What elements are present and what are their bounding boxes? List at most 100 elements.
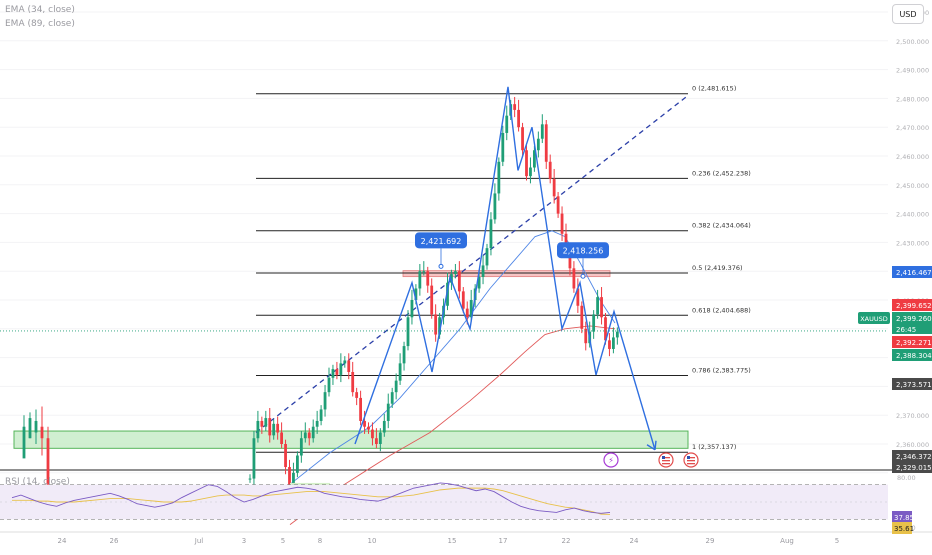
flag-stripe [687, 463, 695, 465]
candle-body [315, 420, 319, 427]
price-callout-label: 2,418.256 [563, 247, 604, 256]
time-tick-label: Jul [194, 537, 204, 545]
price-badge [892, 312, 932, 324]
candle-body [525, 150, 528, 177]
price-badge [892, 266, 932, 278]
fib-level-label: 0.236 (2,452.238) [692, 169, 751, 177]
candle-body [612, 337, 615, 349]
candle-body [556, 196, 560, 214]
flag-stripe [662, 463, 670, 465]
rsi-pane [0, 482, 932, 533]
rsi-badge [892, 511, 912, 523]
drawings: 2,421.692 2,418.256 [0, 86, 888, 451]
time-tick-label: 15 [448, 537, 457, 545]
price-badge [892, 323, 932, 334]
time-tick-label: 8 [318, 537, 322, 545]
price-tick-label: 2,360.000 [896, 441, 929, 449]
candle-body [398, 363, 402, 381]
price-tick-label: 2,370.000 [896, 412, 929, 420]
candle-body [339, 363, 343, 375]
symbol-badge [858, 312, 890, 324]
time-axis: 24 26 Jul 3 5 8 10 15 17 22 24 29 Aug 5 [58, 537, 840, 545]
candle-body [576, 288, 580, 306]
price-axis: 2,510.0002,500.0002,490.0002,480.0002,47… [858, 9, 932, 534]
price-tick-label: 2,480.000 [896, 95, 929, 103]
rsi-badge [892, 522, 912, 534]
time-tick-label: 3 [242, 537, 246, 545]
candle-body [327, 377, 331, 393]
candle-body [461, 291, 465, 309]
candle-body [469, 300, 473, 318]
wave-projection [354, 86, 656, 450]
price-tick-label: 2,430.000 [896, 239, 929, 247]
rsi-ma-line [12, 487, 611, 515]
candle-body [596, 297, 599, 315]
candle-body [28, 418, 32, 439]
price-tick-label: 2,490.000 [896, 67, 929, 75]
candle-body [572, 268, 576, 289]
candle-body [319, 409, 323, 421]
candle-body [46, 438, 50, 488]
price-badge-label: 26:45 [896, 326, 916, 334]
ema34-line [289, 230, 616, 485]
candle-body [296, 455, 299, 473]
rsi-overbought-fill [290, 482, 330, 485]
price-badge [892, 299, 932, 311]
rsi-legend[interactable]: RSI (14, close) [5, 477, 70, 487]
candle-body [513, 104, 517, 110]
price-badge [892, 378, 932, 390]
time-tick-label: 5 [835, 537, 839, 545]
flag-stripe [687, 460, 695, 462]
candle-body [359, 397, 362, 421]
flag-canton [687, 456, 690, 459]
symbol-badge-label: XAUUSD [860, 315, 888, 323]
rsi-tick-label: 80.00 [897, 474, 916, 482]
candle-body [323, 392, 327, 410]
price-tick-label: 2,500.000 [896, 38, 929, 46]
candle-body [457, 271, 461, 292]
fib-level-label: 0 (2,481.615) [692, 85, 736, 93]
price-tick-label: 2,470.000 [896, 124, 929, 132]
candle-body [592, 314, 596, 332]
lightning-glyph: ⚡ [608, 456, 614, 465]
callout-dot [438, 263, 444, 269]
candle-body [292, 472, 295, 488]
candle-body [477, 276, 481, 289]
candle-body [548, 161, 552, 180]
candle-body [465, 308, 469, 318]
candle-body [272, 423, 276, 436]
fib-level-label: 0.5 (2,419.376) [692, 264, 743, 272]
rsi-badge-label: 35.61 [894, 525, 914, 533]
candle-body [422, 271, 426, 273]
candle-body [378, 432, 382, 444]
lightning-event-icon [603, 452, 619, 468]
price-badge-label: 2,346.372 [896, 453, 932, 461]
price-tick-label: 2,450.000 [896, 182, 929, 190]
candle-body [481, 265, 485, 277]
flag-stripe [662, 457, 670, 459]
flag-stripe [687, 457, 695, 459]
candle-body [450, 274, 453, 283]
ema89-legend[interactable]: EMA (89, close) [5, 19, 75, 29]
price-badge-label: 2,329.015 [896, 464, 932, 472]
candle-body [497, 161, 501, 194]
candle-body [426, 271, 430, 286]
time-tick-label: 10 [368, 537, 377, 545]
price-badge [892, 450, 932, 462]
candle-body [299, 438, 303, 456]
candle-body [501, 132, 505, 162]
zones [13, 270, 689, 449]
candle-body [517, 109, 520, 128]
candle-body [418, 271, 422, 289]
candle-body [331, 369, 335, 378]
candle-body [485, 248, 489, 266]
candle-body [414, 288, 418, 300]
fib-level-label: 0.618 (2,404.688) [692, 306, 751, 314]
ema34-legend[interactable]: EMA (34, close) [5, 5, 75, 15]
currency-button[interactable]: USD [892, 4, 924, 24]
arrow-head-icon [646, 440, 657, 451]
candle-body [533, 150, 536, 168]
candle-body [276, 423, 280, 433]
